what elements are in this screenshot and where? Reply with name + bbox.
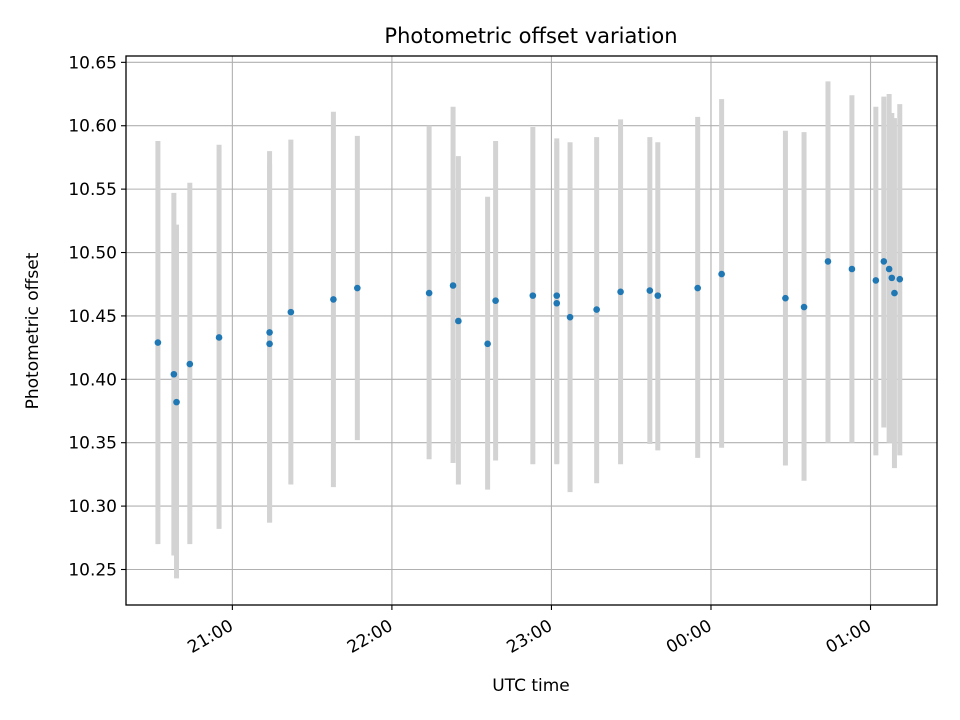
data-point — [154, 339, 162, 346]
y-tick-label: 10.60 — [68, 117, 117, 137]
data-point — [186, 360, 194, 368]
y-axis-label: Photometric offset — [23, 252, 43, 409]
data-point — [848, 265, 856, 273]
x-axis-label: UTC time — [492, 676, 570, 696]
data-point — [888, 274, 896, 282]
y-tick-label: 10.50 — [68, 244, 117, 264]
y-tick-label: 10.35 — [68, 434, 117, 454]
data-point — [266, 329, 273, 336]
data-point — [718, 270, 725, 278]
data-point — [553, 299, 561, 307]
data-point — [529, 292, 537, 299]
data-point — [824, 258, 832, 265]
data-point — [880, 258, 888, 265]
data-point — [782, 294, 789, 302]
data-point — [170, 370, 178, 378]
data-point — [885, 265, 893, 273]
data-point — [654, 292, 662, 299]
data-point — [215, 334, 223, 341]
data-point — [484, 340, 491, 348]
data-point — [872, 277, 880, 284]
y-axis-ticks: 10.25 10.30 10.35 10.40 10.45 10.50 10.55 10.60… — [68, 53, 126, 580]
data-point — [287, 308, 295, 316]
data-points — [154, 258, 904, 406]
y-tick-label: 10.45 — [68, 307, 117, 327]
data-point — [896, 275, 904, 283]
data-point — [266, 340, 273, 348]
data-point — [566, 313, 574, 321]
plot-frame — [125, 55, 938, 606]
data-point — [553, 292, 561, 299]
y-tick-label: 10.55 — [68, 180, 117, 200]
data-point — [425, 289, 433, 297]
data-point — [694, 284, 701, 292]
data-point — [800, 303, 808, 311]
data-point — [354, 284, 361, 292]
data-point — [455, 317, 462, 325]
data-point — [492, 297, 499, 305]
data-point — [617, 288, 624, 296]
data-point — [173, 398, 180, 406]
y-tick-label: 10.65 — [68, 53, 117, 73]
data-point — [330, 296, 337, 303]
data-point — [891, 289, 898, 297]
data-point — [449, 282, 457, 289]
data-point — [593, 306, 600, 313]
y-tick-label: 10.40 — [68, 370, 117, 390]
data-point — [646, 287, 654, 294]
y-tick-label: 10.25 — [68, 560, 117, 580]
y-tick-label: 10.30 — [68, 497, 117, 517]
chart-title: Photometric offset variation — [384, 24, 677, 48]
